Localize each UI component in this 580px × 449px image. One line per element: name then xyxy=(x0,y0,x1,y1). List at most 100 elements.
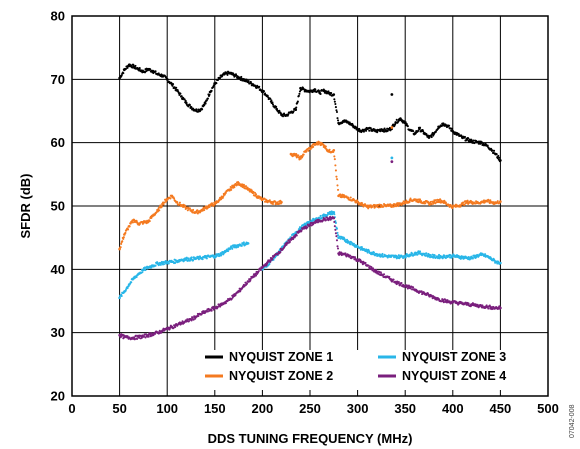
trace-dot xyxy=(247,79,250,83)
trace-dot xyxy=(248,278,251,281)
trace-dot xyxy=(336,117,339,120)
x-tick-label: 50 xyxy=(112,401,126,416)
trace-dot xyxy=(190,106,193,109)
trace-dot xyxy=(262,90,266,93)
trace-dot xyxy=(416,253,419,256)
trace-dot xyxy=(230,188,233,191)
trace-dot xyxy=(201,258,204,261)
series-layer xyxy=(118,63,502,341)
x-tick-label: 500 xyxy=(537,401,559,416)
trace-dot xyxy=(462,201,465,204)
trace-dot xyxy=(203,208,206,212)
trace-dot xyxy=(328,148,331,151)
trace-dot xyxy=(497,154,500,157)
trace-dot xyxy=(226,73,229,76)
trace-dot xyxy=(279,251,282,254)
trace-dot xyxy=(388,275,391,278)
trace-dot xyxy=(153,332,157,335)
trace-dot xyxy=(448,124,451,127)
data-point xyxy=(280,200,283,204)
trace-dot xyxy=(345,238,349,241)
trace-dot xyxy=(188,207,191,210)
trace-dot xyxy=(176,201,179,204)
trace-dot xyxy=(174,326,177,329)
trace-dot xyxy=(254,272,257,275)
trace-dot xyxy=(418,126,422,129)
trace-dot xyxy=(271,103,275,106)
trace-dot xyxy=(298,92,301,95)
x-tick-labels: 0 50 100 150 200 250 300 350 400 450 500 xyxy=(68,401,558,416)
trace-dot xyxy=(271,258,274,261)
y-tick-label: 70 xyxy=(51,72,65,87)
trace-dot xyxy=(249,279,252,282)
trace-dot xyxy=(327,90,330,93)
trace-dot xyxy=(430,203,433,206)
trace-dot xyxy=(255,193,258,196)
trace-dot xyxy=(367,264,370,267)
trace-dot xyxy=(333,225,336,228)
trace-dot xyxy=(472,139,475,142)
trace-dot xyxy=(366,251,369,254)
x-tick-label: 300 xyxy=(347,401,369,416)
trace-dot xyxy=(315,217,318,220)
trace-dot xyxy=(220,198,223,201)
trace-dot xyxy=(353,256,357,259)
trace-dot xyxy=(439,198,442,201)
trace-dot xyxy=(334,228,337,231)
trace-dot xyxy=(377,206,380,209)
trace-dot xyxy=(206,97,209,100)
x-tick-label: 450 xyxy=(490,401,512,416)
data-point xyxy=(332,211,336,214)
trace-dot xyxy=(493,149,496,152)
trace-dot xyxy=(298,90,302,93)
trace-dot xyxy=(379,271,382,274)
trace-dot xyxy=(349,243,352,246)
trace-dot xyxy=(255,274,258,277)
trace-dot xyxy=(134,64,137,67)
data-point xyxy=(332,216,336,220)
figure-id: 07042-008 xyxy=(569,404,576,438)
trace-dot xyxy=(149,68,152,71)
data-point xyxy=(499,200,502,203)
trace-dot xyxy=(364,261,367,265)
trace-dot xyxy=(338,251,341,254)
x-tick-label: 150 xyxy=(204,401,226,416)
trace-dot xyxy=(203,104,206,107)
trace-dot xyxy=(452,130,455,134)
trace-dot xyxy=(124,67,127,70)
trace-dot xyxy=(411,288,414,291)
trace-dot xyxy=(121,240,124,243)
trace-dot xyxy=(210,309,213,312)
trace-dot xyxy=(158,332,161,335)
trace-dot xyxy=(344,239,347,242)
trace-dot xyxy=(138,336,141,339)
data-point xyxy=(499,261,502,265)
trace-dot xyxy=(131,221,134,224)
trace-dot xyxy=(496,262,499,265)
trace-dot xyxy=(130,281,133,284)
trace-dot xyxy=(404,121,407,124)
trace-dot xyxy=(442,301,445,304)
trace-dot xyxy=(443,254,446,257)
trace-dot xyxy=(192,208,195,212)
trace-dot xyxy=(253,191,257,194)
trace-dot xyxy=(437,253,441,257)
trace-dot xyxy=(122,72,125,75)
trace-dot xyxy=(158,209,161,212)
trace-dot xyxy=(167,262,170,265)
x-tick-label: 200 xyxy=(252,401,274,416)
series-2 xyxy=(118,140,502,251)
trace-dot xyxy=(240,75,243,78)
trace-dot xyxy=(119,246,122,249)
trace-dot xyxy=(162,327,165,330)
trace-dot xyxy=(184,99,187,102)
trace-dot xyxy=(373,128,376,131)
trace-dot xyxy=(297,94,300,97)
trace-dot xyxy=(205,99,208,102)
trace-dot xyxy=(481,304,484,307)
trace-dot xyxy=(226,300,229,303)
trace-dot xyxy=(258,85,261,88)
trace-dot xyxy=(395,283,398,286)
trace-dot xyxy=(257,270,260,273)
trace-dot xyxy=(336,119,340,122)
